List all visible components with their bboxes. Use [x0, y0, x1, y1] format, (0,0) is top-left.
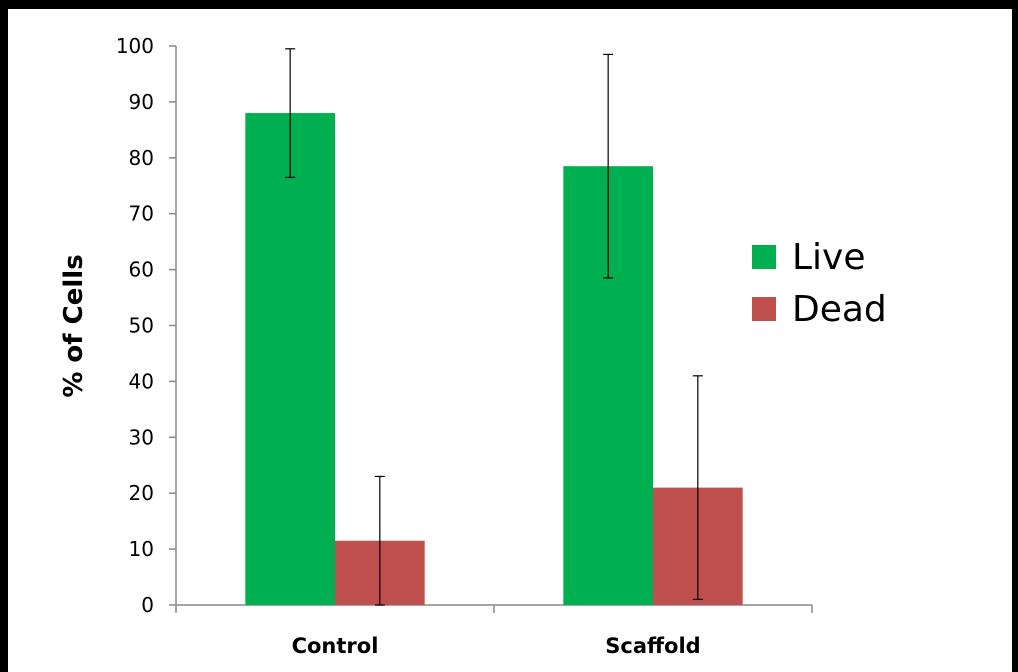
y-tick-label: 10: [129, 537, 154, 561]
legend: Live Dead: [752, 237, 887, 330]
legend-label-dead: Dead: [792, 289, 887, 330]
bar-live-control: [245, 113, 335, 605]
y-tick-label: 70: [129, 202, 154, 226]
category-label-control: Control: [292, 634, 379, 658]
error-bars: [285, 48, 703, 606]
y-tick-label: 90: [129, 90, 154, 114]
y-axis: 0 10 20 30 40 50 60 70 80 90 100: [116, 34, 177, 617]
y-tick-label: 100: [116, 34, 154, 58]
x-axis: [175, 604, 813, 613]
category-labels: Control Scaffold: [292, 634, 701, 658]
legend-swatch-dead: [752, 297, 776, 321]
y-tick-label: 30: [129, 425, 154, 449]
y-tick-label: 50: [129, 314, 154, 338]
y-axis-title: % of Cells: [59, 254, 89, 397]
y-tick-label: 60: [129, 258, 154, 282]
y-tick-label: 80: [129, 146, 154, 170]
y-tick-label: 40: [129, 369, 154, 393]
bars: [245, 113, 743, 605]
legend-swatch-live: [752, 245, 776, 269]
y-tick-label: 20: [129, 481, 154, 505]
y-tick-label: 0: [141, 593, 154, 617]
legend-label-live: Live: [792, 237, 866, 278]
category-label-scaffold: Scaffold: [605, 634, 700, 658]
